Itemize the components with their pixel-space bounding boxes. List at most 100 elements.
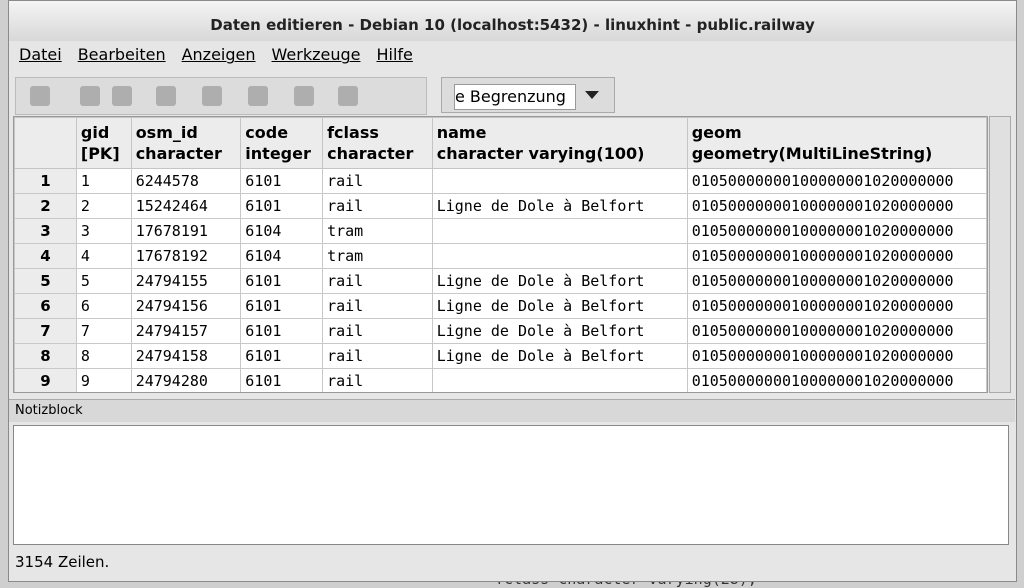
row: 8 8 24794158 6101 rail Ligne de Dole à Belfor… xyxy=(14,343,987,369)
scrollbar[interactable] xyxy=(989,116,1011,393)
cell[interactable]: Ligne de Dole à Belfort xyxy=(431,268,688,294)
cell[interactable]: 6 xyxy=(75,293,132,319)
cell[interactable]: rail xyxy=(322,368,433,392)
row: 2 2 15242464 6101 rail Ligne de Dole à Belfor… xyxy=(14,193,987,219)
cell[interactable]: tram xyxy=(322,218,433,244)
cell[interactable]: 6101 xyxy=(240,193,324,219)
cell[interactable]: 01050000000100000001020000000 xyxy=(686,343,987,369)
window: Daten editieren - Debian 10 (localhost:5… xyxy=(8,0,1017,582)
cell[interactable]: 17678192 xyxy=(130,243,242,269)
header-line: character xyxy=(327,144,414,163)
copy-button[interactable] xyxy=(156,86,176,106)
cell[interactable]: 2 xyxy=(75,193,132,219)
notepad[interactable] xyxy=(13,425,1009,545)
row-number: 3 xyxy=(14,218,77,244)
cell[interactable]: 7 xyxy=(75,318,132,344)
cell[interactable]: 6101 xyxy=(240,268,324,294)
cell[interactable]: 9 xyxy=(75,368,132,392)
header-line: geometry(MultiLineString) xyxy=(691,144,933,163)
data-grid: gid [PK] osm_id character code integer fclass c… xyxy=(13,116,988,393)
cell[interactable]: 01050000000100000001020000000 xyxy=(686,368,987,392)
cell[interactable]: 01050000000100000001020000000 xyxy=(686,218,987,244)
filter-button[interactable] xyxy=(294,86,314,106)
cell[interactable]: 17678191 xyxy=(130,218,242,244)
row-number: 7 xyxy=(14,318,77,344)
cell[interactable] xyxy=(431,218,688,244)
cell[interactable]: 3 xyxy=(75,218,132,244)
row-number: 9 xyxy=(14,368,77,392)
cell[interactable]: 24794156 xyxy=(130,293,242,319)
cell[interactable]: 6101 xyxy=(240,368,324,392)
header-line: geom xyxy=(691,123,742,142)
header-line: osm_id xyxy=(135,123,198,142)
column-header: name character varying(100) xyxy=(431,117,688,169)
row-number: 1 xyxy=(14,168,77,194)
column-header: code integer xyxy=(240,117,324,169)
cell[interactable]: 6101 xyxy=(240,168,324,194)
cell[interactable]: tram xyxy=(322,243,433,269)
row: 1 1 6244578 6101 rail 01050000000100000001020… xyxy=(14,168,987,194)
header-line: integer xyxy=(245,144,311,163)
menu-item[interactable]: Bearbeiten xyxy=(77,45,166,64)
row: 9 9 24794280 6101 rail 0105000000010000000102… xyxy=(14,368,987,392)
cell[interactable]: 6101 xyxy=(240,343,324,369)
cell[interactable]: 1 xyxy=(75,168,132,194)
header-line: gid xyxy=(80,123,110,142)
cell[interactable]: 24794280 xyxy=(130,368,242,392)
cell[interactable]: 01050000000100000001020000000 xyxy=(686,243,987,269)
cell[interactable] xyxy=(431,368,688,392)
cell[interactable]: 24794155 xyxy=(130,268,242,294)
cell[interactable]: rail xyxy=(322,193,433,219)
cell[interactable]: rail xyxy=(322,318,433,344)
cell[interactable]: 6101 xyxy=(240,318,324,344)
cell[interactable]: 6101 xyxy=(240,293,324,319)
combo-text: e Begrenzung xyxy=(454,84,576,110)
cell[interactable]: Ligne de Dole à Belfort xyxy=(431,193,688,219)
cell[interactable]: 6244578 xyxy=(130,168,242,194)
header-line: fclass xyxy=(327,123,379,142)
menu-item[interactable]: Datei xyxy=(19,45,62,64)
cell[interactable]: 5 xyxy=(75,268,132,294)
cell[interactable]: rail xyxy=(322,293,433,319)
paste-button[interactable] xyxy=(202,86,222,106)
menu-bar: Datei Bearbeiten Anzeigen Werkzeuge Hilfe xyxy=(9,45,419,71)
cell[interactable] xyxy=(431,243,688,269)
limit-combo[interactable]: e Begrenzung xyxy=(441,77,615,113)
undo-button[interactable] xyxy=(112,86,132,106)
delete-button[interactable] xyxy=(248,86,268,106)
help-button[interactable] xyxy=(338,86,358,106)
cell[interactable]: Ligne de Dole à Belfort xyxy=(431,293,688,319)
cell[interactable]: 4 xyxy=(75,243,132,269)
menu-item[interactable]: Anzeigen xyxy=(181,45,256,64)
cell[interactable]: rail xyxy=(322,268,433,294)
cell[interactable]: 01050000000100000001020000000 xyxy=(686,293,987,319)
menu-item[interactable]: Werkzeuge xyxy=(271,45,361,64)
column-header: fclass character xyxy=(322,117,433,169)
cell[interactable]: 01050000000100000001020000000 xyxy=(686,193,987,219)
cell[interactable]: rail xyxy=(322,168,433,194)
cell[interactable]: 6104 xyxy=(240,243,324,269)
header-line: character varying(100) xyxy=(436,144,645,163)
header-line: code xyxy=(245,123,289,142)
cell[interactable]: 24794157 xyxy=(130,318,242,344)
combo-arrow xyxy=(585,91,599,99)
save-button[interactable] xyxy=(30,86,50,106)
cell[interactable]: 01050000000100000001020000000 xyxy=(686,168,987,194)
header-line: name xyxy=(436,123,487,142)
cell[interactable]: rail xyxy=(322,343,433,369)
cell[interactable]: 24794158 xyxy=(130,343,242,369)
refresh-button[interactable] xyxy=(80,86,100,106)
row: 6 6 24794156 6101 rail Ligne de Dole à Belfor… xyxy=(14,293,987,319)
cell[interactable]: Ligne de Dole à Belfort xyxy=(431,318,688,344)
row-number: 5 xyxy=(14,268,77,294)
row: 4 4 17678192 6104 tram 0105000000010000000102… xyxy=(14,243,987,269)
cell[interactable]: 01050000000100000001020000000 xyxy=(686,268,987,294)
cell[interactable]: Ligne de Dole à Belfort xyxy=(431,343,688,369)
cell[interactable]: 01050000000100000001020000000 xyxy=(686,318,987,344)
cell[interactable]: 15242464 xyxy=(130,193,242,219)
cell[interactable]: 8 xyxy=(75,343,132,369)
cell[interactable]: 6104 xyxy=(240,218,324,244)
cell[interactable] xyxy=(431,168,688,194)
menu-item[interactable]: Hilfe xyxy=(376,45,413,64)
